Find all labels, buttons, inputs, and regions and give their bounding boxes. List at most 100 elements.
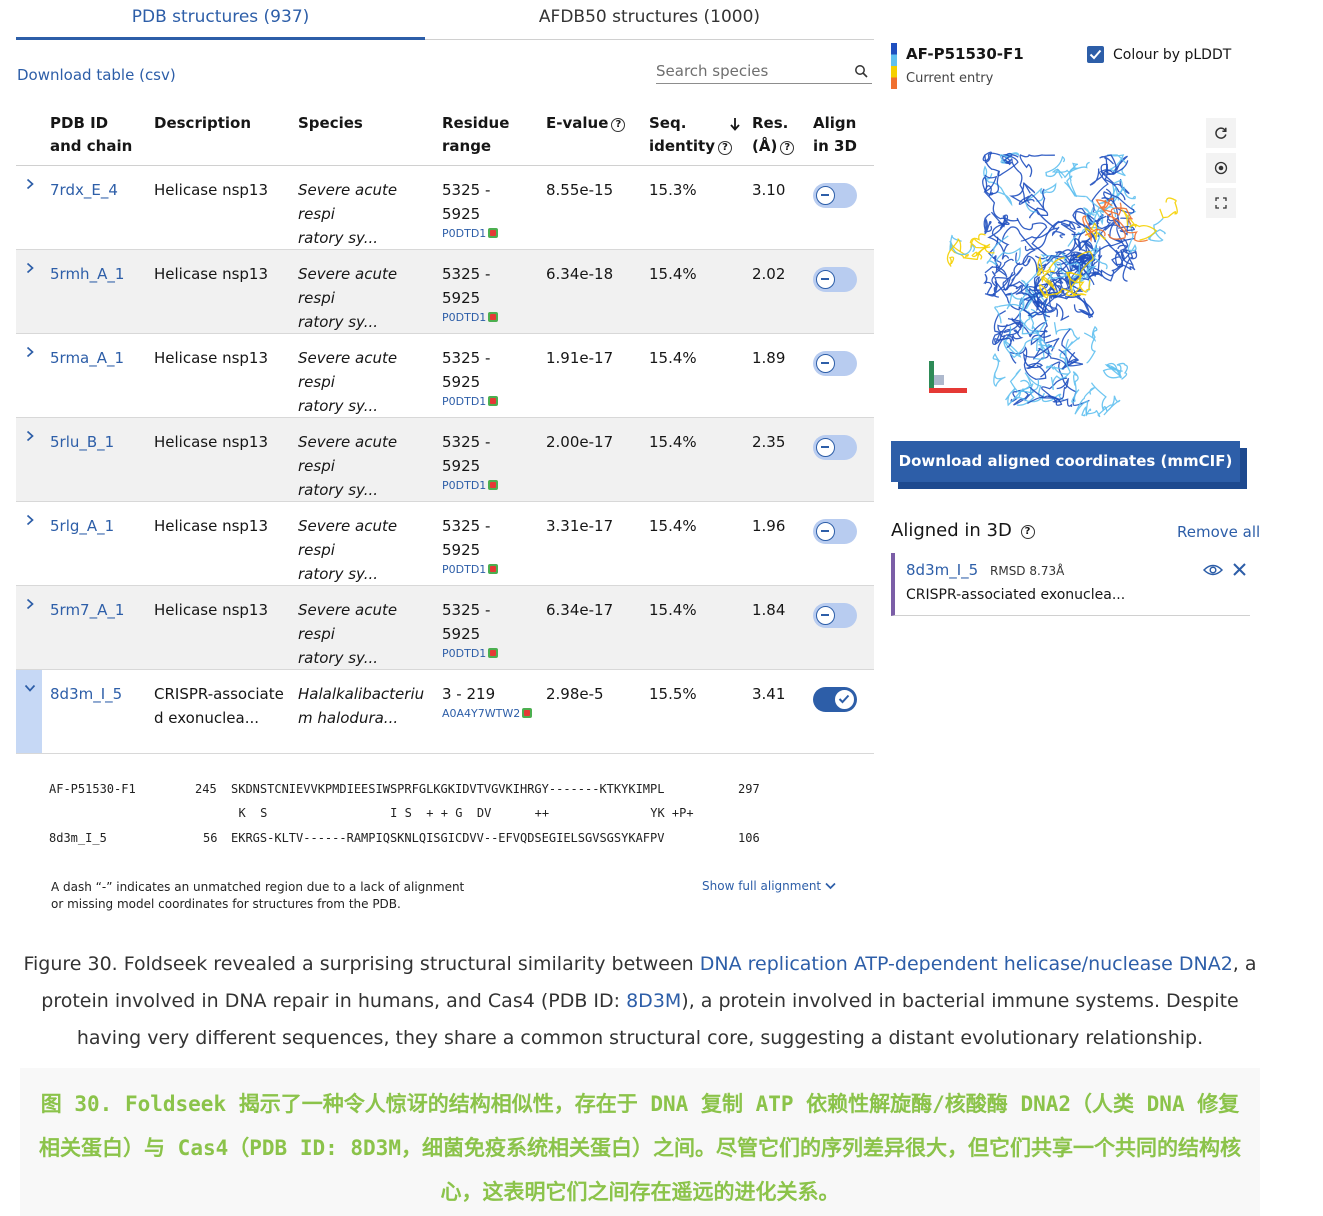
alignment-target-name: 8d3m_I_5	[49, 831, 107, 845]
plddt-legend-bar	[891, 43, 897, 89]
pdb-id-link[interactable]: 5rm7_A_1	[50, 601, 125, 619]
focus-button[interactable]	[1206, 153, 1236, 183]
alphafold-icon	[488, 396, 499, 406]
table-row[interactable]: 5rm7_A_1 Helicase nsp13 Severe acute respi…	[16, 586, 874, 670]
uniprot-link[interactable]: A0A4Y7WTW2	[442, 707, 533, 721]
reset-view-button[interactable]	[1206, 118, 1236, 148]
alignment-query-end: 297	[738, 782, 760, 796]
remove-all-button[interactable]: Remove all	[1177, 523, 1261, 541]
pdb-id-link[interactable]: 5rmh_A_1	[50, 265, 125, 283]
uniprot-link[interactable]: P0DTD1	[442, 395, 499, 409]
uniprot-link[interactable]: P0DTD1	[442, 311, 499, 325]
header-seq-identity[interactable]: Seq. identity?	[649, 112, 732, 158]
chevron-right-icon[interactable]	[24, 514, 36, 526]
align-in-3d-toggle[interactable]	[813, 351, 857, 376]
header-evalue[interactable]: E-value?	[546, 112, 626, 135]
current-entry-id: AF-P51530-F1	[906, 45, 1024, 63]
header-resolution[interactable]: Res. (Å)?	[752, 112, 795, 158]
uniprot-link[interactable]: P0DTD1	[442, 227, 499, 241]
show-full-alignment-link[interactable]: Show full alignment	[702, 879, 836, 893]
alphafold-icon	[488, 312, 499, 322]
table-row[interactable]: 5rmh_A_1 Helicase nsp13 Severe acute respi…	[16, 250, 874, 334]
description: Helicase nsp13	[154, 517, 269, 535]
resolution: 2.02	[752, 265, 786, 283]
close-icon[interactable]	[1232, 562, 1247, 577]
colour-by-plddt-checkbox[interactable]	[1087, 46, 1104, 63]
search-icon[interactable]	[854, 64, 868, 78]
figure-caption-english: Figure 30. Foldseek revealed a surprisin…	[23, 953, 1257, 1049]
chevron-right-icon[interactable]	[24, 262, 36, 274]
e-value: 2.00e-17	[546, 433, 614, 451]
table-row[interactable]: 7rdx_E_4 Helicase nsp13 Severe acute respi…	[16, 166, 874, 250]
pdb-8d3m-link[interactable]: 8D3M	[626, 990, 682, 1012]
download-aligned-coordinates-button[interactable]: Download aligned coordinates (mmCIF)	[891, 441, 1240, 482]
resolution: 1.96	[752, 517, 786, 535]
alignment-note: A dash “-” indicates an unmatched region…	[51, 880, 465, 911]
e-value: 2.98e-5	[546, 685, 604, 703]
header-species: Species	[298, 114, 363, 132]
seq-identity: 15.3%	[649, 181, 697, 199]
sort-descending-icon[interactable]	[729, 117, 741, 131]
seq-identity: 15.4%	[649, 265, 697, 283]
pdb-id-link[interactable]: 5rlu_B_1	[50, 433, 115, 451]
description: Helicase nsp13	[154, 181, 269, 199]
species: Severe acute respi ratory sy...	[298, 265, 398, 331]
alignment-target-start: 56	[203, 831, 218, 845]
align-in-3d-toggle[interactable]	[813, 519, 857, 544]
uniprot-link[interactable]: P0DTD1	[442, 563, 499, 577]
alphafold-icon	[488, 228, 499, 238]
chevron-right-icon[interactable]	[24, 346, 36, 358]
align-in-3d-toggle[interactable]	[813, 183, 857, 208]
chevron-down-icon[interactable]	[24, 682, 36, 694]
alphafold-icon	[488, 648, 499, 658]
pdb-id-link[interactable]: 8d3m_I_5	[50, 685, 123, 703]
pdb-id-link[interactable]: 5rma_A_1	[50, 349, 125, 367]
download-table-link[interactable]: Download table (csv)	[17, 66, 176, 84]
tab-afdb50-structures[interactable]: AFDB50 structures (1000)	[425, 0, 874, 40]
toggle-knob	[816, 270, 835, 289]
align-in-3d-toggle[interactable]	[813, 267, 857, 292]
toggle-knob	[816, 606, 835, 625]
checkmark-icon	[1089, 49, 1102, 60]
chevron-right-icon[interactable]	[24, 178, 36, 190]
target-icon	[1214, 161, 1228, 175]
uniprot-link[interactable]: P0DTD1	[442, 647, 499, 661]
tab-pdb-structures[interactable]: PDB structures (937)	[16, 0, 425, 40]
residue-range: 5325 -5925	[442, 181, 491, 223]
aligned-structure-description: CRISPR-associated exonuclea...	[906, 587, 1126, 603]
align-in-3d-toggle[interactable]	[813, 603, 857, 628]
help-icon[interactable]: ?	[1020, 525, 1035, 539]
figure-caption-chinese: 图 30. Foldseek 揭示了一种令人惊讶的结构相似性，存在于 DNA 复…	[20, 1068, 1260, 1216]
eye-icon[interactable]	[1203, 563, 1223, 577]
residue-range: 3 - 219	[442, 685, 496, 703]
chevron-right-icon[interactable]	[24, 598, 36, 610]
align-in-3d-toggle[interactable]	[813, 687, 857, 712]
toggle-knob	[835, 690, 854, 709]
help-icon[interactable]: ?	[611, 118, 626, 132]
table-row[interactable]: 5rlg_A_1 Helicase nsp13 Severe acute respi…	[16, 502, 874, 586]
pdb-id-link[interactable]: 7rdx_E_4	[50, 181, 118, 199]
resolution: 1.84	[752, 601, 786, 619]
resolution: 3.41	[752, 685, 786, 703]
header-divider	[16, 165, 874, 166]
resolution: 2.35	[752, 433, 786, 451]
table-row[interactable]: 5rlu_B_1 Helicase nsp13 Severe acute respi…	[16, 418, 874, 502]
fullscreen-button[interactable]	[1206, 188, 1236, 218]
e-value: 1.91e-17	[546, 349, 614, 367]
chevron-right-icon[interactable]	[24, 430, 36, 442]
structure-3d-viewer[interactable]	[925, 130, 1195, 425]
header-description: Description	[154, 114, 252, 132]
colour-by-plddt-label[interactable]: Colour by pLDDT	[1113, 47, 1232, 63]
dna2-link[interactable]: DNA replication ATP-dependent helicase/n…	[699, 953, 1233, 975]
help-icon[interactable]: ?	[718, 141, 732, 155]
uniprot-link[interactable]: P0DTD1	[442, 479, 499, 493]
table-row[interactable]: 8d3m_I_5 CRISPR-associate d exonuclea... Ha…	[16, 670, 874, 754]
help-icon[interactable]: ?	[780, 141, 795, 155]
description: Helicase nsp13	[154, 601, 269, 619]
table-row[interactable]: 5rma_A_1 Helicase nsp13 Severe acute respi…	[16, 334, 874, 418]
search-species-input[interactable]	[656, 60, 842, 80]
align-in-3d-toggle[interactable]	[813, 435, 857, 460]
pdb-id-link[interactable]: 5rlg_A_1	[50, 517, 115, 535]
alphafold-icon	[488, 480, 499, 490]
aligned-structure-id[interactable]: 8d3m_I_5	[906, 561, 979, 579]
